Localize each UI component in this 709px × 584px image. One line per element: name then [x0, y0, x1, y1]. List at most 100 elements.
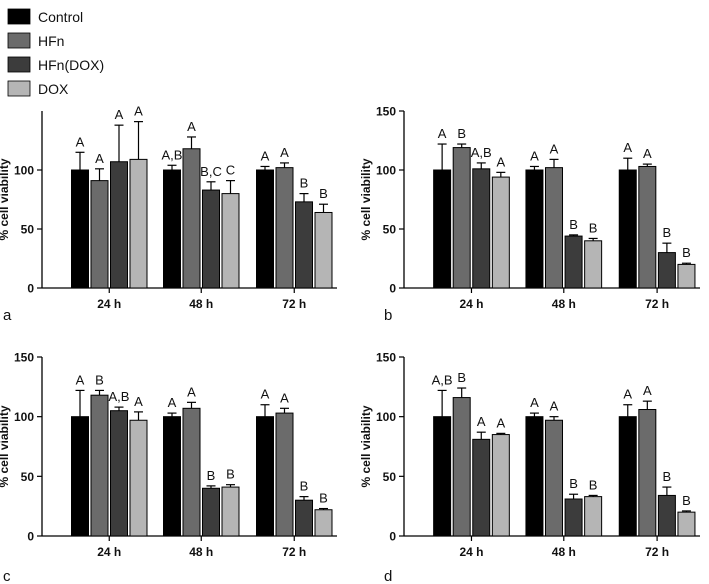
bar: [433, 169, 452, 289]
y-tick-label: 150: [376, 351, 396, 365]
significance-label: A: [550, 141, 559, 156]
significance-label: A: [280, 145, 289, 160]
bar: [256, 416, 274, 537]
significance-label: A: [623, 140, 632, 155]
x-tick-label: 72 h: [282, 297, 306, 311]
y-tick-label: 100: [376, 410, 396, 424]
legend-swatch-1: [7, 32, 31, 49]
significance-label: B: [207, 468, 216, 483]
bar: [491, 176, 510, 289]
significance-label: A: [134, 394, 143, 409]
bar: [314, 509, 333, 537]
bar: [71, 416, 89, 537]
significance-label: C: [226, 163, 235, 178]
significance-label: A: [623, 387, 632, 402]
bar: [564, 235, 583, 289]
panel-label: b: [384, 307, 392, 324]
bar: [71, 169, 89, 289]
significance-label: A: [187, 384, 196, 399]
bar: [452, 397, 471, 537]
bar: [638, 165, 657, 289]
bar: [638, 409, 657, 537]
significance-label: A,B: [432, 372, 453, 387]
bar: [618, 169, 637, 289]
bar: [545, 167, 564, 289]
significance-label: A: [95, 151, 104, 166]
significance-label: B: [663, 225, 672, 240]
significance-label: B: [589, 220, 598, 235]
significance-label: A: [550, 399, 559, 414]
bar: [472, 168, 491, 289]
bar: [221, 193, 240, 289]
y-tick-label: 0: [389, 530, 396, 544]
significance-label: B: [300, 176, 309, 191]
panel-label: c: [3, 568, 11, 584]
bar: [275, 167, 294, 289]
significance-label: A: [168, 395, 177, 410]
y-tick-label: 50: [21, 470, 35, 484]
x-tick-label: 48 h: [189, 545, 213, 559]
bar: [472, 438, 491, 537]
panel-label: d: [384, 568, 392, 584]
significance-label: A: [643, 383, 652, 398]
panel-label: a: [3, 307, 12, 324]
bar: [202, 487, 220, 537]
legend-label-1: HFn: [38, 33, 64, 49]
legend-swatch-0: [7, 8, 31, 25]
bar: [677, 511, 696, 537]
bar: [295, 201, 313, 289]
bar: [90, 180, 109, 289]
significance-label: B: [300, 479, 309, 494]
significance-label: B: [226, 467, 235, 482]
significance-label: A: [496, 415, 505, 430]
significance-label: B: [569, 217, 578, 232]
y-axis-title: % cell viability: [359, 158, 373, 240]
bar: [256, 169, 274, 289]
y-axis-title: % cell viability: [359, 405, 373, 487]
bar: [584, 496, 603, 537]
significance-label: A: [280, 390, 289, 405]
significance-label: A: [496, 154, 505, 169]
significance-label: A: [187, 119, 196, 134]
legend-swatch-2: [7, 56, 31, 73]
legend-label-0: Control: [38, 9, 83, 25]
y-tick-label: 150: [376, 105, 396, 119]
y-tick-label: 0: [27, 530, 34, 544]
bar: [163, 416, 181, 537]
significance-label: A: [261, 148, 270, 163]
bar: [182, 148, 201, 289]
significance-label: A: [643, 146, 652, 161]
significance-label: A,B: [162, 147, 183, 162]
significance-label: A: [530, 148, 539, 163]
significance-label: B: [682, 245, 691, 260]
y-tick-label: 100: [14, 410, 34, 424]
bar: [545, 419, 564, 537]
significance-label: B: [319, 491, 328, 506]
significance-label: B: [682, 493, 691, 508]
y-tick-label: 50: [383, 223, 397, 237]
y-tick-label: 100: [376, 164, 396, 178]
bar: [452, 147, 471, 289]
bar: [525, 169, 544, 289]
x-tick-label: 72 h: [282, 545, 306, 559]
significance-label: A: [76, 134, 85, 149]
bar: [202, 189, 220, 289]
significance-label: A: [530, 395, 539, 410]
significance-label: B,C: [200, 164, 222, 179]
significance-label: B: [457, 126, 466, 141]
x-tick-label: 48 h: [552, 297, 576, 311]
y-tick-label: 50: [21, 223, 35, 237]
bar: [618, 416, 637, 537]
bar: [677, 263, 696, 289]
legend: Control HFn HFn(DOX) DOX: [7, 8, 104, 97]
bar: [275, 412, 294, 537]
x-tick-label: 48 h: [552, 545, 576, 559]
legend-label-2: HFn(DOX): [38, 57, 104, 73]
significance-label: A: [115, 107, 124, 122]
bar: [221, 486, 240, 537]
